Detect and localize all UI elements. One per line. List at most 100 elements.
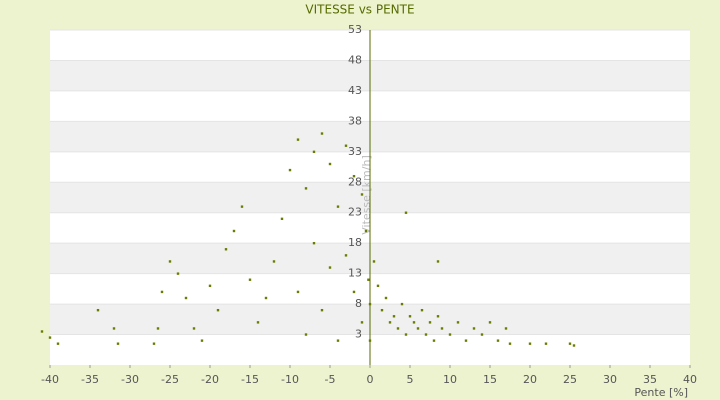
point (404, 211, 408, 214)
y-tick-label: 13 (348, 267, 362, 280)
point (352, 290, 356, 294)
point (544, 342, 548, 345)
point (400, 302, 404, 306)
point (504, 327, 508, 330)
point (304, 187, 308, 190)
point (48, 336, 52, 339)
point (368, 302, 372, 306)
y-tick-label: 53 (348, 23, 362, 36)
point (408, 315, 412, 318)
point (368, 339, 372, 342)
point (367, 278, 370, 281)
x-tick-label: 20 (523, 373, 537, 386)
x-tick-label: -5 (325, 373, 336, 386)
point (280, 217, 284, 221)
point (288, 168, 292, 172)
point (312, 150, 316, 154)
point (320, 132, 324, 135)
point (360, 321, 364, 324)
point (296, 138, 300, 141)
point (328, 266, 332, 269)
point (116, 342, 120, 345)
point (176, 272, 180, 275)
x-tick-label: 25 (563, 373, 577, 386)
point (208, 284, 212, 288)
point (436, 260, 440, 263)
point (312, 241, 316, 245)
point (456, 321, 460, 324)
point (392, 315, 396, 318)
point (168, 260, 172, 263)
point (380, 308, 384, 312)
x-tick-label: -35 (81, 373, 99, 386)
point (508, 342, 512, 345)
point (40, 330, 44, 333)
point (248, 278, 252, 281)
point (496, 339, 500, 342)
point (372, 260, 376, 263)
point (480, 333, 484, 336)
y-tick-label: 8 (355, 297, 362, 310)
point (344, 254, 348, 257)
y-tick-label: 23 (348, 206, 362, 219)
point (488, 321, 492, 324)
y-tick-label: 3 (355, 328, 362, 341)
point (424, 333, 428, 336)
point (352, 174, 356, 178)
point (112, 327, 116, 330)
point (436, 315, 440, 318)
point (360, 193, 364, 196)
y-tick-label: 48 (348, 53, 362, 66)
y-tick-label: 38 (348, 114, 362, 127)
point (440, 327, 444, 330)
point (448, 333, 452, 336)
x-tick-label: -20 (201, 373, 219, 386)
point (404, 333, 408, 336)
chart-title: VITESSE vs PENTE (305, 3, 414, 17)
x-axis-label: Pente [%] (634, 386, 688, 399)
point (376, 284, 380, 288)
point (412, 321, 416, 324)
point (256, 321, 260, 324)
point (396, 327, 400, 330)
y-tick-label: 33 (348, 145, 362, 158)
point (572, 344, 576, 347)
point (240, 205, 244, 208)
point (272, 260, 276, 263)
x-tick-label: -15 (241, 373, 259, 386)
x-tick-label: -30 (121, 373, 139, 386)
x-tick-label: -40 (41, 373, 59, 386)
point (432, 339, 436, 342)
point (388, 321, 392, 324)
point (160, 290, 164, 294)
point (320, 308, 324, 312)
y-tick-label: 28 (348, 175, 362, 188)
point (336, 205, 340, 208)
point (328, 162, 332, 166)
x-tick-label: -10 (281, 373, 299, 386)
point (192, 327, 196, 330)
x-tick-label: 40 (683, 373, 697, 386)
point (428, 321, 432, 324)
point (96, 308, 100, 312)
point (384, 296, 388, 300)
point (364, 229, 368, 233)
point (264, 296, 268, 300)
point (304, 333, 308, 336)
point (472, 327, 476, 330)
point (568, 342, 572, 345)
point (420, 308, 424, 312)
point (216, 308, 220, 312)
x-tick-label: 0 (367, 373, 374, 386)
point (416, 327, 420, 330)
y-tick-label: 18 (348, 236, 362, 249)
y-tick-label: 43 (348, 84, 362, 97)
x-tick-label: 10 (443, 373, 457, 386)
point (156, 327, 160, 330)
x-tick-label: 15 (483, 373, 497, 386)
point (232, 229, 236, 233)
point (344, 144, 348, 147)
point (464, 339, 468, 342)
point (528, 342, 532, 345)
